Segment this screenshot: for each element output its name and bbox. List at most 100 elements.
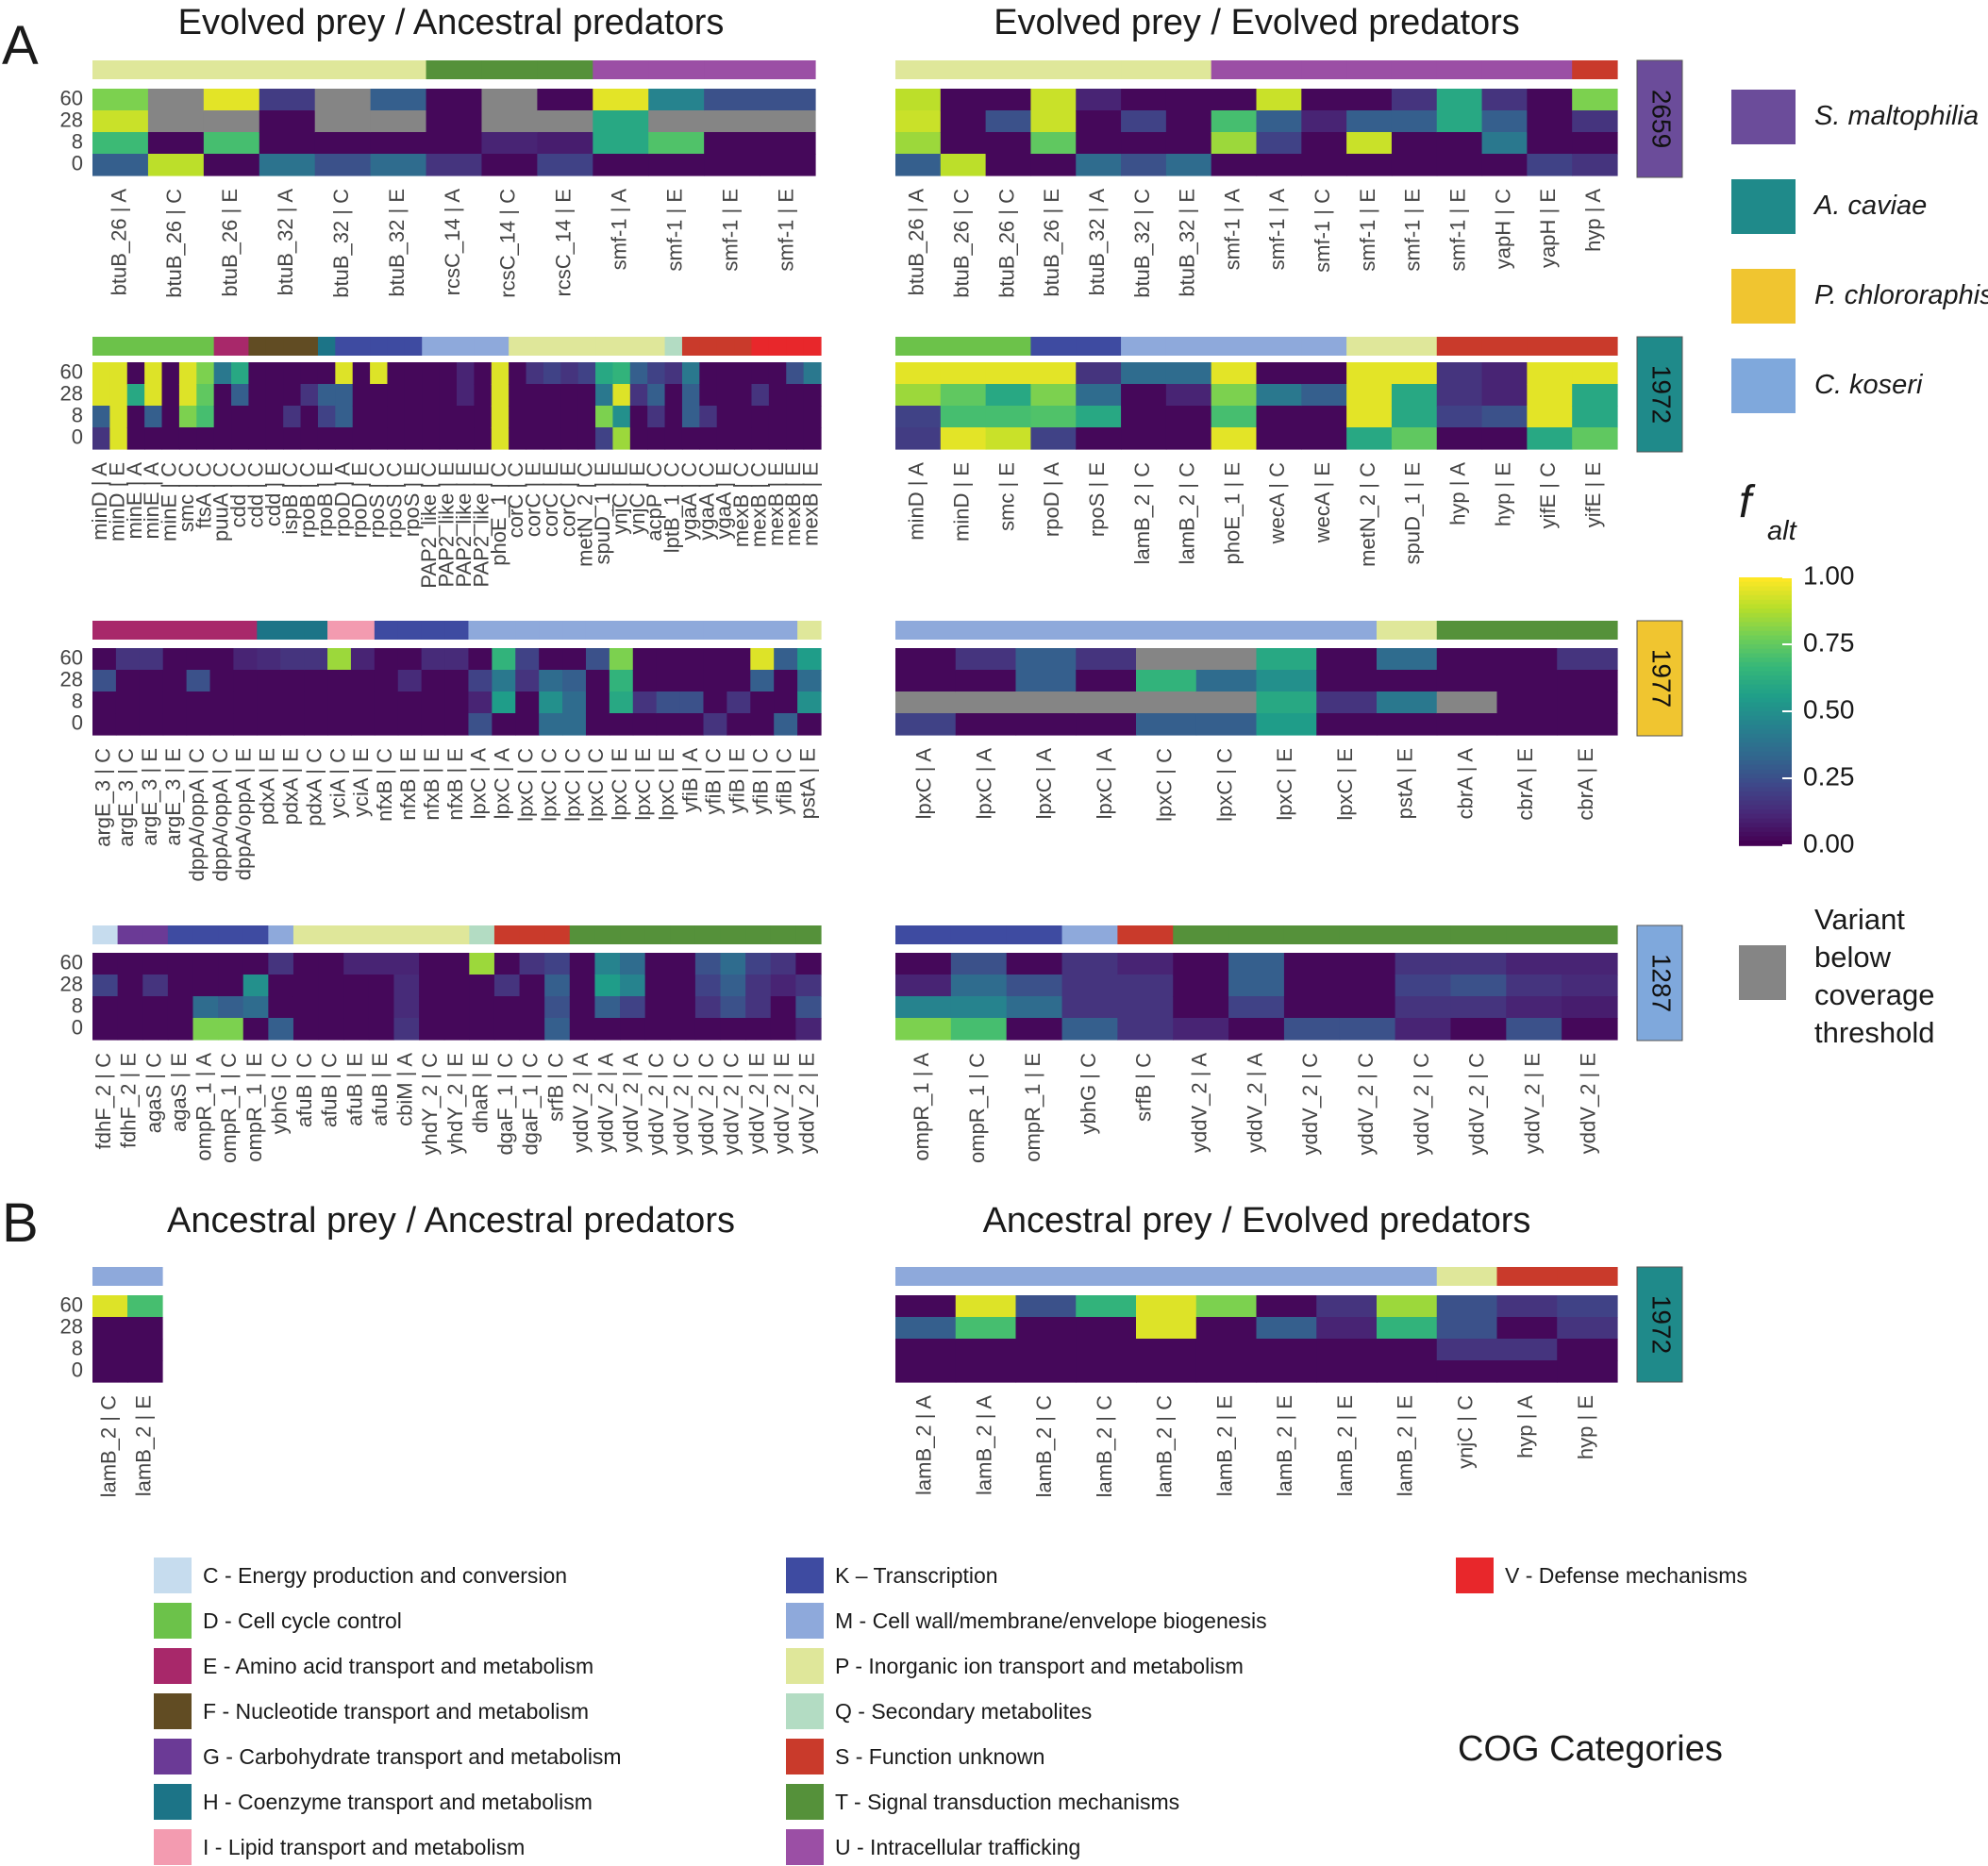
heatmap-cell: [594, 975, 621, 997]
cog-strip-segment: [304, 621, 328, 640]
heatmap-cell: [1256, 713, 1317, 736]
column-label: lpxC | C: [1212, 748, 1236, 822]
prey-tag-label: 1977: [1647, 649, 1677, 708]
column-label: lpxC | C: [1153, 748, 1177, 822]
heatmap-cell: [147, 110, 205, 133]
heatmap-cell: [304, 670, 328, 692]
column-label: corC | E: [556, 462, 579, 537]
heatmap-cell: [327, 713, 352, 736]
heatmap-cell: [343, 975, 370, 997]
heatmap-cell: [304, 648, 328, 671]
heatmap-cell: [750, 670, 775, 692]
heatmap-cell: [92, 953, 119, 975]
heatmap-cell: [1527, 384, 1573, 407]
heatmap-cell: [115, 713, 141, 736]
heatmap-cell: [1256, 1295, 1317, 1318]
heatmap-cell: [704, 110, 760, 133]
column-label: lamB_2 | C: [1153, 1395, 1177, 1498]
cog-strip-segment: [609, 621, 634, 640]
cog-strip-segment: [760, 60, 816, 79]
heatmap-cell: [1301, 89, 1347, 111]
heatmap-cell: [443, 1018, 470, 1041]
heatmap-cell: [404, 384, 423, 407]
heatmap-cell: [1256, 132, 1302, 155]
heatmap-cell: [648, 154, 705, 176]
cog-strip-segment: [629, 337, 648, 356]
cog-legend-swatch: [786, 1784, 824, 1820]
heatmap-cell: [760, 89, 816, 111]
heatmap-cell: [1346, 89, 1393, 111]
column-label: lpxC | C: [560, 748, 584, 822]
y-axis-label: 8: [72, 993, 83, 1017]
heatmap-cell: [681, 384, 700, 407]
cog-strip-segment: [694, 925, 722, 944]
heatmap-cell: [1557, 1339, 1618, 1361]
heatmap-cell: [1316, 1360, 1378, 1383]
heatmap-cell: [629, 406, 648, 428]
cog-strip-segment: [797, 621, 822, 640]
cog-legend-swatch: [786, 1603, 824, 1639]
column-label: afuB | C: [292, 1053, 316, 1127]
colorbar-segment: [1739, 733, 1792, 740]
colorbar-segment: [1739, 831, 1792, 838]
heatmap-cell: [162, 713, 188, 736]
colorbar-segment: [1739, 760, 1792, 766]
cog-strip-segment: [426, 60, 483, 79]
cog-strip-segment: [620, 925, 646, 944]
column-label: yddV_2 | C: [720, 1053, 743, 1156]
heatmap-cell: [950, 975, 1008, 997]
column-label: smc | C: [175, 462, 198, 532]
colorbar-segment: [1739, 612, 1792, 619]
heatmap-cell: [218, 996, 244, 1019]
heatmap-cell: [259, 89, 316, 111]
falt-symbol: f: [1739, 477, 1756, 527]
cog-strip-segment: [1436, 337, 1483, 356]
cog-strip-segment: [350, 621, 376, 640]
column-label: smc | E: [994, 462, 1018, 531]
colorbar-segment: [1739, 689, 1792, 694]
heatmap-cell: [647, 406, 666, 428]
heatmap-cell: [92, 89, 149, 111]
heatmap-cell: [629, 384, 648, 407]
heatmap-cell: [1346, 384, 1393, 407]
colorbar-segment: [1739, 666, 1792, 673]
cog-strip-segment: [242, 925, 269, 944]
column-label: btuB_32 | C: [1130, 189, 1154, 298]
column-label: btuB_26 | A: [107, 189, 130, 296]
heatmap-cell: [770, 996, 796, 1019]
colorbar-segment: [1739, 679, 1792, 686]
heatmap-cell: [268, 975, 294, 997]
cog-strip-segment: [370, 337, 389, 356]
heatmap-cell: [569, 975, 596, 997]
heatmap-cell: [283, 406, 302, 428]
heatmap-cell: [167, 953, 194, 975]
cog-strip-segment: [1346, 60, 1393, 79]
heatmap-cell: [703, 648, 727, 671]
heatmap-cell: [720, 996, 746, 1019]
y-axis-label: 60: [60, 950, 83, 974]
cog-strip-segment: [1165, 337, 1212, 356]
heatmap-cell: [1195, 691, 1258, 714]
heatmap-cell: [147, 89, 205, 111]
column-label: spuD_1 | E: [591, 462, 614, 564]
heatmap-cell: [126, 384, 145, 407]
heatmap-cell: [612, 427, 631, 450]
heatmap-cell: [126, 406, 145, 428]
colorbar-segment: [1739, 594, 1792, 601]
column-label: yddV_2 | E: [1576, 1053, 1599, 1154]
cog-strip-segment: [1076, 60, 1122, 79]
prey-legend-swatch: [1731, 358, 1796, 413]
heatmap-cell: [940, 362, 987, 385]
column-label: rcsC_14 | A: [441, 189, 464, 296]
heatmap-cell: [539, 670, 563, 692]
column-label: ynjC | E: [608, 462, 631, 535]
cog-strip-segment: [648, 60, 705, 79]
heatmap-cell: [647, 362, 666, 385]
cog-legend: C - Energy production and conversion D - …: [154, 1558, 1747, 1865]
heatmap-cell: [537, 110, 593, 133]
column-label: PAP2_like | E: [435, 462, 459, 587]
heatmap-cell: [1572, 110, 1618, 133]
heatmap-cell: [1377, 1317, 1438, 1340]
heatmap-cell: [469, 1018, 495, 1041]
cog-strip-segment: [1572, 60, 1618, 79]
